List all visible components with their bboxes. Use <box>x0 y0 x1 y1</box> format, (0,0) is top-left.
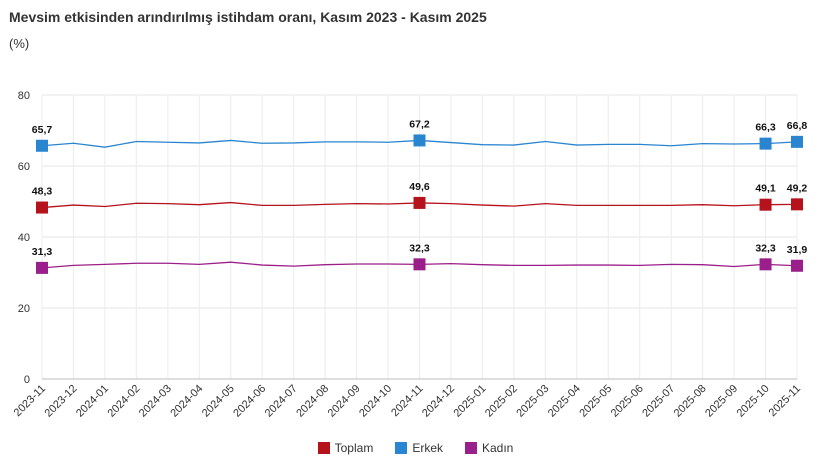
x-tick-label: 2025-05 <box>577 383 614 420</box>
x-tick-label: 2025-11 <box>767 383 803 419</box>
y-tick-label: 60 <box>18 161 30 173</box>
legend-label: Toplam <box>334 441 374 455</box>
data-label: 66,8 <box>787 120 808 132</box>
x-tick-label: 2024-05 <box>200 383 237 420</box>
legend-label: Kadın <box>482 441 514 455</box>
y-tick-label: 0 <box>24 374 30 386</box>
data-point-marker[interactable] <box>36 201 48 214</box>
data-point-marker[interactable] <box>759 258 772 271</box>
data-point-marker[interactable] <box>36 261 48 274</box>
x-tick-label: 2024-03 <box>137 383 174 420</box>
data-label: 65,7 <box>32 124 53 136</box>
x-tick-label: 2025-02 <box>483 383 520 420</box>
legend-item-kadın[interactable]: Kadın <box>465 441 513 455</box>
x-tick-label: 2024-06 <box>231 383 268 420</box>
data-point-marker[interactable] <box>413 258 426 271</box>
data-label: 49,6 <box>409 181 430 193</box>
y-tick-label: 40 <box>18 232 30 244</box>
data-label: 32,3 <box>409 242 430 254</box>
data-label: 32,3 <box>755 242 776 254</box>
data-label: 66,3 <box>755 122 776 134</box>
chart-title: Mevsim etkisinden arındırılmış istihdam … <box>9 9 487 25</box>
data-label: 67,2 <box>409 118 430 130</box>
y-axis-unit: (%) <box>9 36 30 51</box>
data-label: 31,9 <box>787 244 808 256</box>
x-tick-label: 2024-10 <box>357 383 394 420</box>
legend-swatch <box>317 442 330 454</box>
x-tick-label: 2024-07 <box>263 383 300 420</box>
x-tick-label: 2024-01 <box>74 383 111 420</box>
legend-item-toplam[interactable]: Toplam <box>317 441 374 455</box>
data-point-marker[interactable] <box>791 135 803 148</box>
data-point-marker[interactable] <box>791 198 803 211</box>
x-tick-label: 2024-11 <box>389 383 425 419</box>
x-tick-label: 2025-04 <box>546 383 583 420</box>
data-point-marker[interactable] <box>413 196 426 209</box>
x-tick-label: 2025-06 <box>609 383 646 420</box>
x-tick-label: 2025-01 <box>452 383 489 420</box>
data-point-marker[interactable] <box>413 134 426 147</box>
data-point-marker[interactable] <box>759 198 772 211</box>
data-label: 48,3 <box>32 186 53 198</box>
data-point-marker[interactable] <box>791 259 803 272</box>
x-tick-label: 2025-09 <box>703 383 740 420</box>
legend-swatch <box>465 442 477 454</box>
data-label: 49,2 <box>787 182 808 194</box>
data-label: 31,3 <box>32 246 53 258</box>
x-tick-label: 2024-04 <box>168 383 205 420</box>
y-tick-label: 20 <box>18 303 30 315</box>
x-tick-label: 2024-12 <box>420 383 457 420</box>
x-tick-label: 2023-12 <box>43 383 80 420</box>
chart-legend: Toplam Erkek Kadın <box>0 441 831 455</box>
legend-label: Erkek <box>412 441 443 455</box>
x-tick-label: 2025-03 <box>514 383 551 420</box>
data-point-marker[interactable] <box>36 139 48 152</box>
data-point-marker[interactable] <box>759 137 772 150</box>
y-tick-label: 80 <box>18 90 30 102</box>
x-tick-label: 2024-08 <box>294 383 331 420</box>
x-tick-label: 2024-02 <box>105 383 142 420</box>
legend-item-erkek[interactable]: Erkek <box>395 441 443 455</box>
x-tick-label: 2024-09 <box>326 383 363 420</box>
x-tick-label: 2025-10 <box>735 383 772 420</box>
x-tick-label: 2025-08 <box>672 383 709 420</box>
legend-swatch <box>395 442 408 454</box>
x-tick-label: 2025-07 <box>640 383 677 420</box>
data-label: 49,1 <box>755 183 776 195</box>
x-tick-label: 2023-11 <box>12 383 48 419</box>
